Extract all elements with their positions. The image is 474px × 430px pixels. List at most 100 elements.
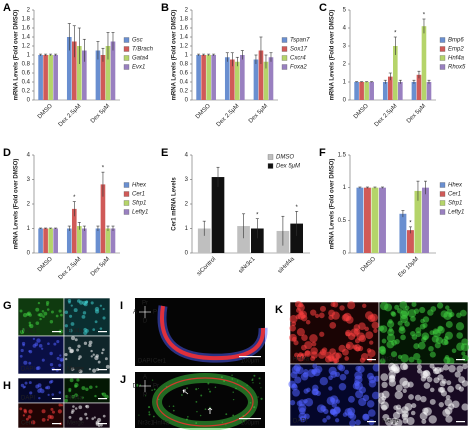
cell-dot bbox=[408, 356, 415, 363]
cell-dot bbox=[319, 331, 325, 337]
cell-dot bbox=[456, 365, 464, 373]
cell-dot bbox=[186, 387, 189, 389]
cell-dot bbox=[417, 341, 426, 350]
cell-dot bbox=[19, 407, 23, 411]
bar bbox=[105, 228, 111, 253]
x-tick-label: DMSO bbox=[360, 256, 377, 273]
orientation-label: D bbox=[133, 384, 138, 390]
bar bbox=[71, 208, 77, 253]
cell-dot bbox=[408, 394, 414, 400]
cell-dot bbox=[47, 342, 50, 346]
cell-dot bbox=[402, 364, 409, 370]
cell-dot bbox=[330, 302, 336, 308]
cell-dot bbox=[359, 357, 366, 363]
cell-dot bbox=[289, 333, 297, 342]
bar bbox=[211, 177, 225, 253]
bar bbox=[100, 55, 106, 100]
cell-dot bbox=[342, 412, 348, 417]
cell-dot bbox=[446, 357, 455, 366]
legend-label: Sox17 bbox=[290, 47, 308, 53]
cell-dot bbox=[232, 391, 234, 393]
bar bbox=[38, 228, 43, 253]
legend-label: T/Brach bbox=[132, 47, 154, 53]
bar bbox=[43, 228, 48, 253]
cell-dot bbox=[153, 388, 156, 391]
significance-mark: * bbox=[409, 220, 412, 226]
legend-label: DMSO bbox=[276, 155, 294, 161]
bar bbox=[66, 37, 72, 100]
cell-dot bbox=[311, 388, 319, 396]
cell-dot bbox=[196, 411, 198, 413]
bar bbox=[290, 223, 303, 253]
cell-dot bbox=[20, 383, 25, 388]
cell-dot bbox=[334, 418, 340, 423]
legend-label: Hnf4a bbox=[448, 56, 465, 62]
cell-dot bbox=[95, 385, 98, 388]
stain-label: Nr3c1 bbox=[138, 421, 155, 427]
cell-dot bbox=[97, 417, 102, 423]
cell-dot bbox=[55, 314, 59, 318]
cell-dot bbox=[353, 328, 361, 335]
cell-dot bbox=[417, 368, 422, 374]
cell-dot bbox=[51, 393, 55, 396]
tile-label: Nr3c1 bbox=[21, 329, 38, 335]
bar bbox=[95, 50, 101, 100]
cell-dot bbox=[31, 420, 36, 425]
legend-swatch bbox=[123, 182, 130, 188]
cell-dot bbox=[42, 315, 45, 318]
bar bbox=[82, 50, 87, 100]
legend-swatch bbox=[123, 200, 130, 206]
y-axis-label: mRNA Levels (Fold over DMSO) bbox=[330, 10, 336, 101]
cell-dot bbox=[345, 344, 351, 349]
cell-dot bbox=[99, 304, 103, 307]
cell-dot bbox=[253, 406, 256, 409]
cell-dot bbox=[320, 405, 327, 412]
orientation-label: D bbox=[143, 319, 148, 325]
cell-dot bbox=[25, 417, 29, 421]
cell-dot bbox=[209, 390, 212, 393]
cell-dot bbox=[366, 400, 375, 408]
cell-dot bbox=[455, 322, 465, 331]
cell-dot bbox=[58, 403, 62, 407]
cell-dot bbox=[64, 398, 68, 403]
cell-dot bbox=[58, 391, 62, 394]
bar bbox=[77, 46, 82, 100]
cell-dot bbox=[76, 378, 80, 382]
cell-dot bbox=[358, 386, 366, 394]
bar bbox=[82, 228, 87, 253]
y-tick-label: 4 bbox=[185, 153, 189, 159]
cell-dot bbox=[22, 312, 28, 318]
bar bbox=[393, 46, 398, 100]
cell-dot bbox=[443, 335, 449, 341]
cell-dot bbox=[299, 407, 306, 415]
cell-dot bbox=[249, 401, 252, 404]
cell-dot bbox=[36, 338, 41, 343]
cell-dot bbox=[200, 394, 203, 397]
cell-dot bbox=[379, 358, 386, 364]
x-tick-label: Dex 5μM bbox=[248, 103, 269, 124]
bar bbox=[110, 228, 116, 253]
cell-dot bbox=[101, 392, 104, 395]
cell-dot bbox=[368, 419, 375, 426]
x-tick-label: siControl bbox=[196, 256, 217, 277]
cell-dot bbox=[64, 357, 68, 361]
cell-dot bbox=[231, 374, 233, 377]
tile-label: Cer1 bbox=[21, 421, 35, 427]
arrow bbox=[182, 389, 189, 395]
cell-dot bbox=[85, 387, 89, 392]
cell-dot bbox=[381, 381, 388, 389]
cell-dot bbox=[305, 319, 311, 325]
y-tick-label: 1 bbox=[185, 53, 189, 59]
cell-dot bbox=[394, 304, 400, 310]
orientation-label: Pr bbox=[153, 384, 159, 390]
cell-dot bbox=[343, 312, 352, 322]
cell-dot bbox=[378, 397, 386, 405]
cell-dot bbox=[390, 351, 398, 358]
cell-dot bbox=[389, 374, 396, 381]
cell-dot bbox=[50, 310, 54, 314]
cell-dot bbox=[92, 368, 97, 373]
panel-label: C bbox=[319, 2, 327, 14]
legend-label: Hhex bbox=[132, 183, 147, 189]
scale-bar bbox=[456, 421, 465, 423]
scale-bar bbox=[52, 369, 61, 371]
